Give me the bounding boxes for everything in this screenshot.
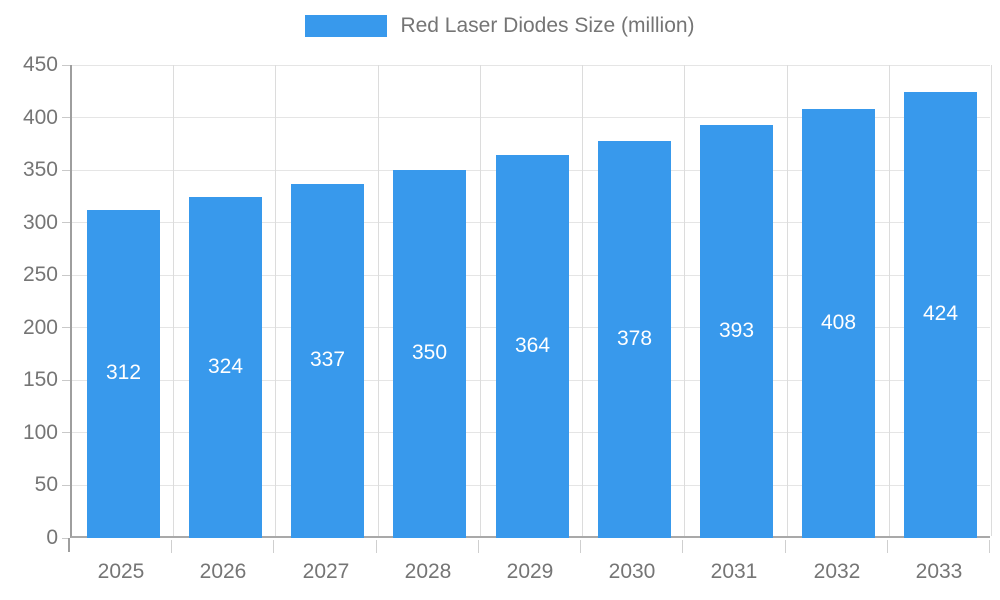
x-tick-label: 2030 — [608, 560, 656, 583]
bar-value-label: 393 — [718, 319, 755, 342]
gridline-horizontal — [72, 64, 990, 66]
x-axis-tick — [580, 540, 581, 553]
y-axis-tail — [68, 538, 70, 552]
bar[interactable]: 337 — [291, 184, 364, 538]
bar-value-label: 350 — [411, 341, 448, 364]
y-tick-label: 250 — [22, 263, 58, 287]
gridline-vertical — [787, 65, 788, 536]
x-axis-tick — [273, 540, 274, 553]
gridline-vertical — [480, 65, 481, 536]
y-axis-tick — [62, 432, 70, 434]
y-axis-tick — [62, 222, 70, 224]
x-tick-label: 2031 — [710, 560, 758, 583]
x-axis-tick — [785, 540, 786, 553]
gridline-vertical — [173, 65, 174, 536]
gridline-vertical — [582, 65, 583, 536]
bar[interactable]: 424 — [904, 92, 977, 538]
gridline-vertical — [378, 65, 379, 536]
bar[interactable]: 408 — [802, 109, 875, 538]
x-tick-label: 2033 — [915, 560, 963, 583]
x-axis-tick — [478, 540, 479, 553]
y-tick-label: 50 — [34, 473, 58, 497]
y-axis-tick — [62, 327, 70, 329]
gridline-vertical — [684, 65, 685, 536]
bar-value-label: 364 — [514, 334, 551, 357]
bar[interactable]: 312 — [87, 210, 160, 538]
y-axis-tick — [62, 379, 70, 381]
bar-value-label: 378 — [616, 327, 653, 350]
x-tick-label: 2032 — [813, 560, 861, 583]
y-axis-tick — [62, 537, 70, 539]
x-tick-label: 2025 — [97, 560, 145, 583]
x-tick-label: 2029 — [506, 560, 554, 583]
bar[interactable]: 364 — [496, 155, 569, 538]
legend-label: Red Laser Diodes Size (million) — [400, 14, 695, 37]
bar[interactable]: 378 — [598, 141, 671, 538]
x-tick-label: 2028 — [404, 560, 452, 583]
x-axis-tick — [171, 540, 172, 553]
y-tick-label: 450 — [22, 53, 58, 76]
x-axis-tick — [989, 540, 990, 553]
y-axis-tick — [62, 274, 70, 276]
y-tick-label: 300 — [22, 210, 58, 234]
legend-swatch[interactable] — [305, 15, 388, 37]
bar-value-label: 424 — [922, 302, 959, 325]
bar-value-label: 408 — [820, 311, 857, 334]
gridline-vertical — [889, 65, 890, 536]
y-tick-label: 0 — [46, 526, 58, 549]
gridline-vertical — [991, 65, 992, 536]
y-axis-tick — [62, 484, 70, 486]
bar[interactable]: 393 — [700, 125, 773, 538]
y-tick-label: 350 — [22, 158, 58, 182]
x-tick-label: 2026 — [199, 560, 247, 583]
chart-legend[interactable]: Red Laser Diodes Size (million) — [0, 14, 1000, 38]
x-tick-label: 2027 — [302, 560, 350, 583]
x-axis-tick — [682, 540, 683, 553]
plot-area: 312 324 337 350 364 378 393 408 424 — [62, 64, 992, 539]
bar[interactable]: 350 — [393, 170, 466, 538]
bar-value-label: 312 — [105, 361, 142, 384]
x-axis-tick — [376, 540, 377, 553]
gridline-vertical — [275, 65, 276, 536]
y-tick-label: 200 — [22, 315, 58, 339]
bar-value-label: 337 — [309, 348, 346, 371]
y-axis-tick — [62, 169, 70, 171]
y-axis-tick — [62, 64, 70, 66]
y-tick-label: 150 — [22, 368, 58, 392]
y-tick-label: 100 — [22, 420, 58, 444]
x-axis-tick — [887, 540, 888, 553]
gridline-horizontal — [72, 117, 990, 119]
bar-value-label: 324 — [207, 355, 244, 378]
y-tick-label: 400 — [22, 105, 58, 129]
y-axis-tick — [62, 117, 70, 119]
bar[interactable]: 324 — [189, 197, 262, 538]
